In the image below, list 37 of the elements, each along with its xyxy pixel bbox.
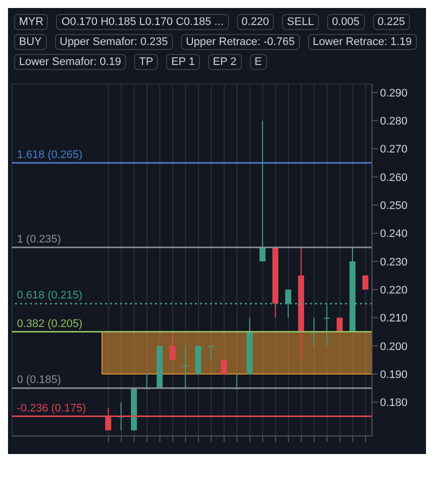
- text: E: [250, 54, 267, 70]
- text: TP: [134, 54, 158, 70]
- text: 0.005: [326, 14, 364, 30]
- y-tick-label: 0.280: [380, 116, 408, 128]
- text: 0.220: [236, 14, 274, 30]
- y-tick-label: 0.250: [380, 200, 408, 212]
- text: Lower Semafor: 0.19: [14, 54, 126, 70]
- text: BUY: [14, 34, 47, 50]
- candlestick: [170, 331, 176, 360]
- y-tick-label: 0.260: [380, 172, 408, 184]
- candlestick: [208, 345, 214, 360]
- ref-line-label: -0.236 (0.175): [17, 402, 86, 414]
- y-tick-label: 0.240: [380, 228, 408, 240]
- text: SELL: [282, 14, 319, 30]
- y-tick-label: 0.230: [380, 256, 408, 268]
- ref-line-label: 1.618 (0.265): [17, 148, 82, 161]
- y-tick-label: 0.270: [380, 144, 408, 156]
- ref-line-label: 1 (0.235): [17, 233, 62, 246]
- text: EP 1: [166, 54, 200, 70]
- text: EP 2: [208, 54, 242, 70]
- ref-line-label: 0.618 (0.215): [17, 290, 82, 302]
- text: Upper Retrace: -0.765: [180, 34, 300, 50]
- candlestick: [182, 345, 188, 389]
- y-tick-label: 0.200: [380, 340, 408, 353]
- text: Lower Retrace: 1.19: [308, 34, 417, 50]
- y-tick-label: 0.290: [380, 87, 408, 100]
- candlestick: [336, 317, 343, 332]
- y-tick-label: 0.210: [380, 312, 408, 325]
- y-tick-label: 0.190: [380, 368, 408, 381]
- text: MYR: [14, 14, 48, 30]
- text: O0.170 H0.185 L0.170 C0.185 ...: [56, 14, 229, 30]
- text: 0.225: [372, 14, 410, 30]
- ref-line-label: 0.382 (0.205): [17, 318, 82, 330]
- text: Upper Semafor: 0.235: [54, 34, 173, 50]
- ref-line-label: 0 (0.185): [17, 374, 62, 386]
- y-tick-label: 0.180: [380, 397, 408, 410]
- y-tick-label: 0.220: [380, 284, 408, 296]
